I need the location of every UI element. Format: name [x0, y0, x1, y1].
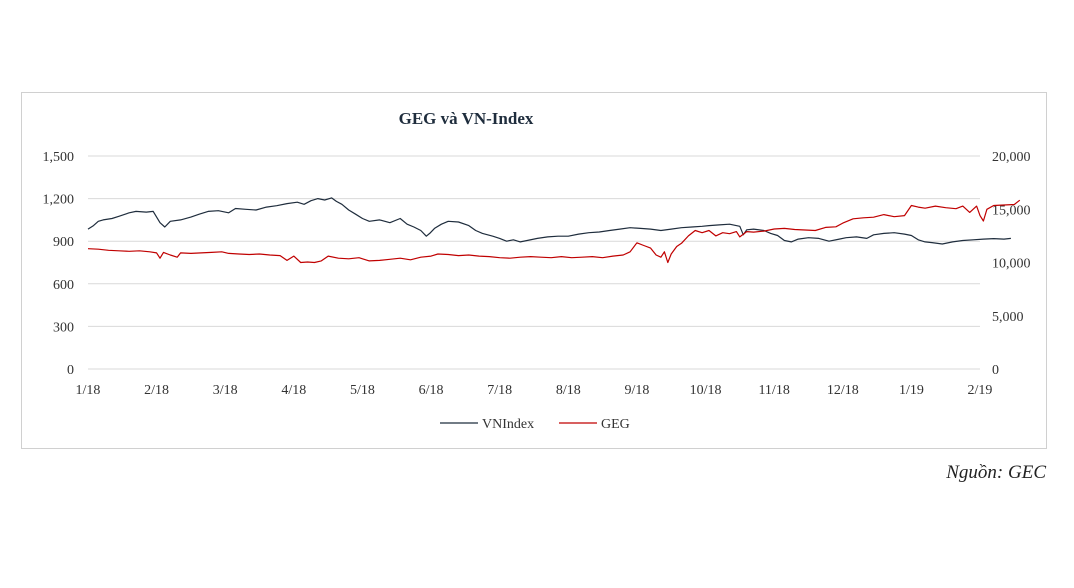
y-right-tick-label: 0: [992, 363, 999, 378]
y-left-tick-label: 1,500: [43, 150, 75, 165]
x-tick-label: 9/18: [624, 383, 649, 398]
y-left-tick-label: 300: [53, 320, 74, 335]
y-left-tick-label: 1,200: [43, 193, 75, 208]
y-right-tick-label: 20,000: [992, 150, 1031, 165]
x-tick-label: 10/18: [690, 383, 722, 398]
series-line-vnindex: [87, 197, 1011, 245]
right-axis-ticks: 0 5,000 10,000 15,000 20,000: [992, 150, 1031, 378]
x-tick-label: 1/19: [899, 383, 924, 398]
chart-svg: GEG và VN-Index 0 300 600 900 1,200 1,500 0 5,…: [43, 109, 1031, 432]
x-tick-label: 8/18: [556, 383, 581, 398]
x-tick-label: 1/18: [76, 383, 101, 398]
legend-label-geg: GEG: [601, 417, 630, 432]
y-left-tick-label: 900: [53, 235, 74, 250]
x-tick-label: 2/19: [968, 383, 993, 398]
series-line-geg: [87, 199, 1021, 264]
left-axis-ticks: 0 300 600 900 1,200 1,500: [43, 150, 75, 378]
series-lines: [87, 197, 1021, 264]
grid-lines: [88, 155, 980, 370]
x-tick-label: 3/18: [213, 383, 238, 398]
chart-frame: GEG và VN-Index 0 300 600 900 1,200 1,500 0 5,…: [21, 92, 1047, 449]
y-right-tick-label: 10,000: [992, 257, 1031, 272]
x-tick-label: 7/18: [487, 383, 512, 398]
x-tick-label: 11/18: [758, 383, 789, 398]
source-note: Nguồn: GEC: [946, 462, 1046, 483]
chart-title: GEG và VN-Index: [399, 109, 534, 128]
x-tick-label: 12/18: [827, 383, 859, 398]
x-tick-label: 5/18: [350, 383, 375, 398]
y-right-tick-label: 15,000: [992, 203, 1031, 218]
legend-label-vnindex: VNIndex: [482, 417, 534, 432]
x-tick-label: 4/18: [281, 383, 306, 398]
legend: VNIndex GEG: [440, 417, 630, 432]
x-axis-ticks: 1/18 2/18 3/18 4/18 5/18 6/18 7/18 8/18 9/18 10/1…: [76, 383, 993, 398]
y-right-tick-label: 5,000: [992, 310, 1024, 325]
x-tick-label: 6/18: [419, 383, 444, 398]
y-left-tick-label: 0: [67, 363, 74, 378]
x-tick-label: 2/18: [144, 383, 169, 398]
y-left-tick-label: 600: [53, 278, 74, 293]
